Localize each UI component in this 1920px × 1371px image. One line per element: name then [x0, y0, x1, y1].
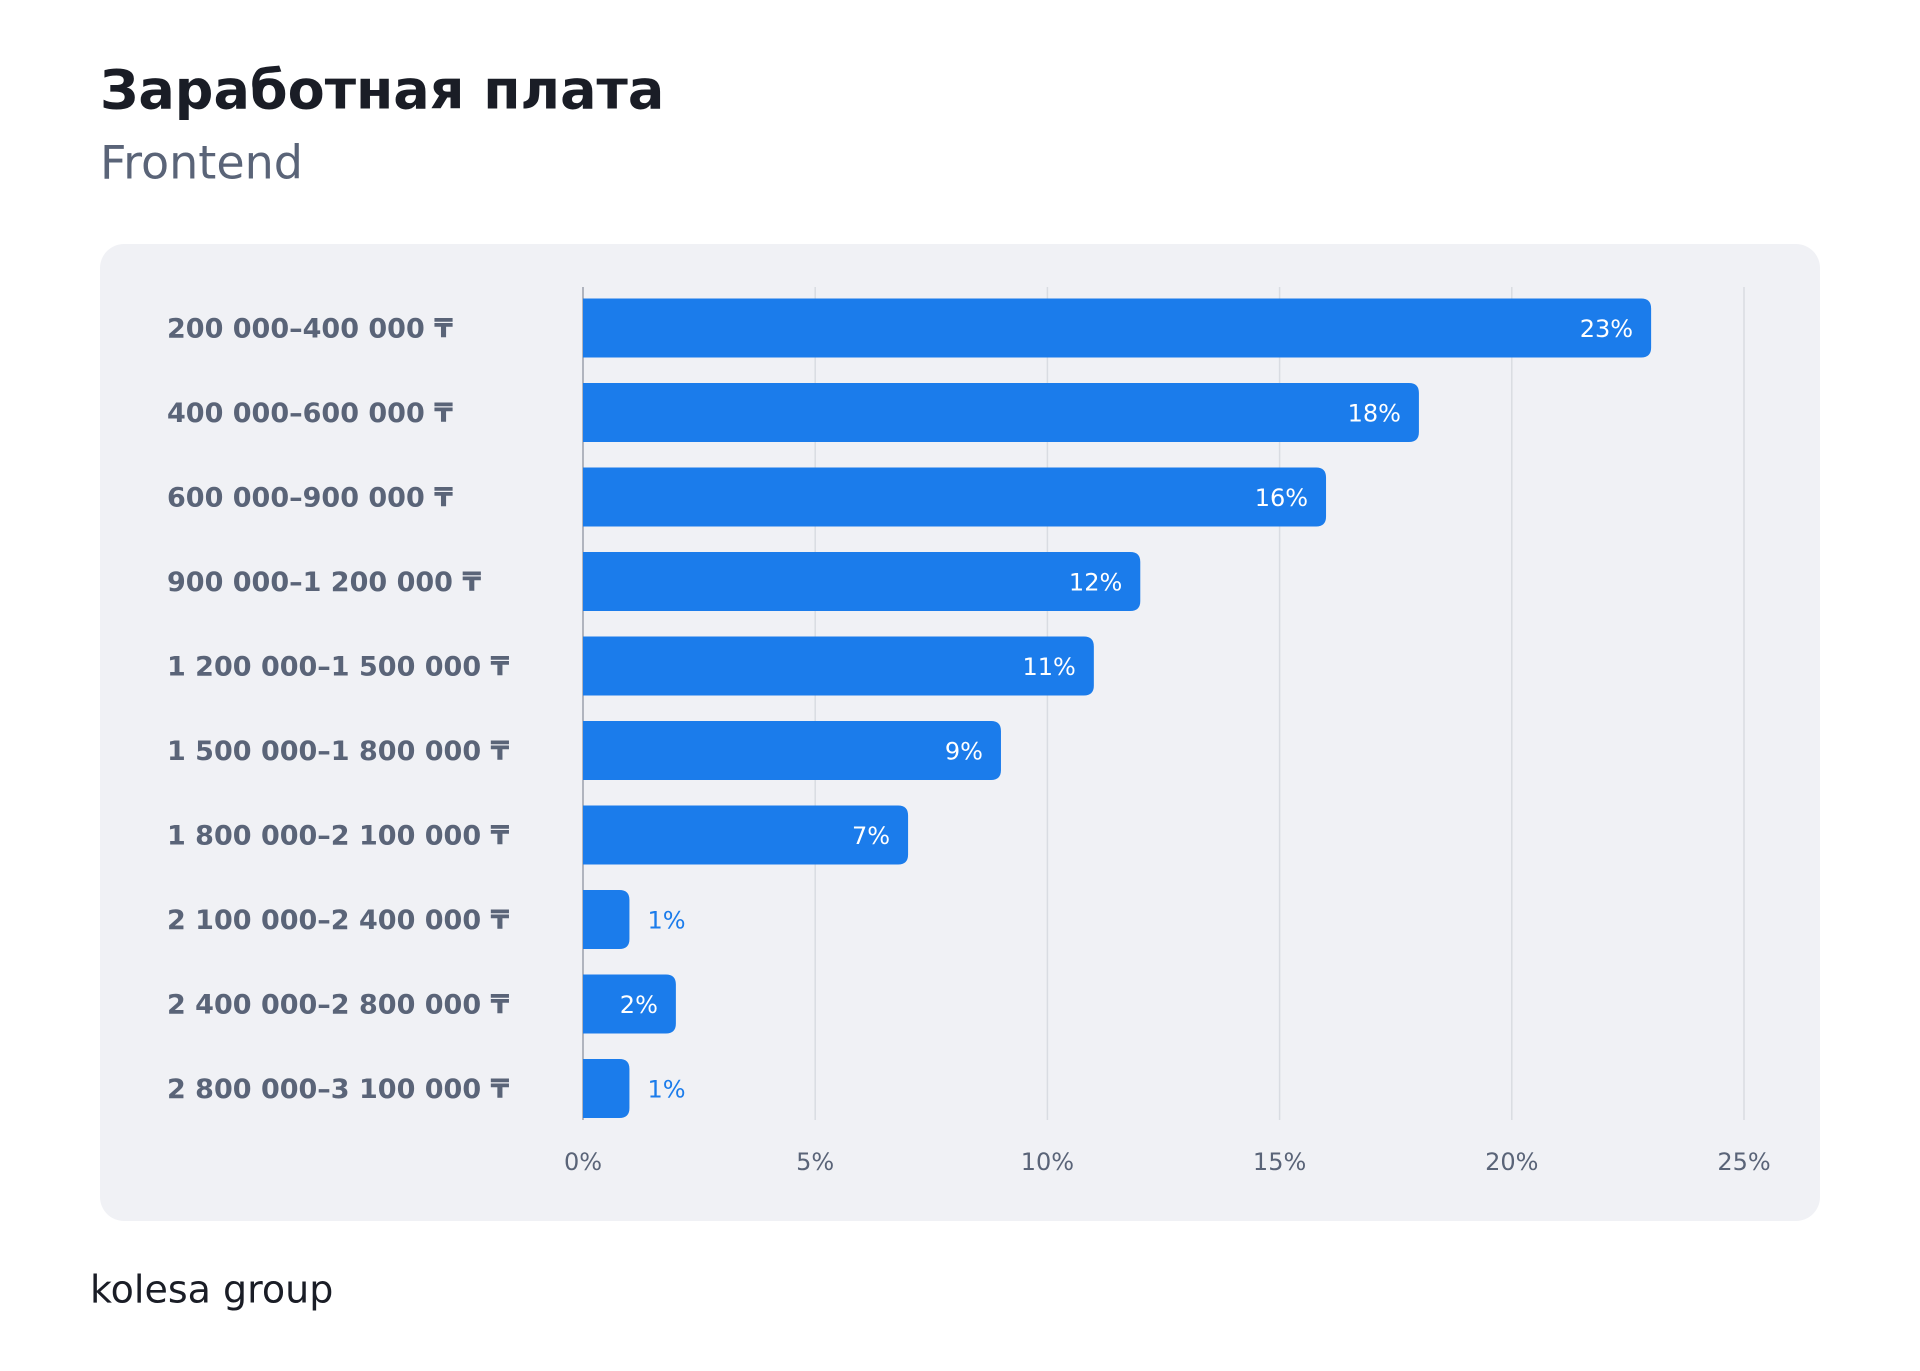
y-tick-label: 2 800 000–3 100 000 ₸: [167, 1074, 510, 1105]
data-label: 16%: [1255, 484, 1308, 512]
bar: [583, 383, 1419, 442]
x-tick-label: 5%: [796, 1148, 834, 1176]
y-tick-label: 1 800 000–2 100 000 ₸: [167, 821, 510, 852]
y-tick-label: 2 100 000–2 400 000 ₸: [167, 905, 510, 936]
bar: [583, 298, 1652, 358]
y-tick-label: 1 500 000–1 800 000 ₸: [167, 736, 510, 767]
x-tick-label: 15%: [1253, 1148, 1306, 1176]
data-label: 2%: [620, 991, 658, 1019]
chart-title: Заработная плата: [100, 59, 664, 122]
data-label: 1%: [647, 1076, 685, 1104]
y-tick-label: 600 000–900 000 ₸: [167, 483, 453, 514]
data-label: 23%: [1580, 315, 1633, 343]
x-tick-label: 10%: [1021, 1148, 1074, 1176]
brand-logo: kolesa group: [90, 1268, 333, 1312]
chart-subtitle: Frontend: [100, 136, 303, 190]
x-tick-label: 20%: [1485, 1148, 1538, 1176]
y-tick-label: 400 000–600 000 ₸: [167, 398, 453, 429]
bar: [583, 467, 1327, 527]
data-label: 9%: [945, 738, 983, 766]
bar: [583, 974, 676, 1034]
data-label: 1%: [647, 907, 685, 935]
data-label: 12%: [1069, 569, 1122, 597]
bar: [583, 721, 1001, 780]
y-tick-label: 900 000–1 200 000 ₸: [167, 567, 481, 598]
data-label: 18%: [1348, 400, 1401, 428]
y-tick-label: 200 000–400 000 ₸: [167, 314, 453, 345]
bar: [583, 805, 909, 865]
y-tick-label: 2 400 000–2 800 000 ₸: [167, 990, 510, 1021]
bar: [583, 552, 1141, 611]
bar: [583, 1059, 630, 1118]
bar: [583, 636, 1094, 696]
y-tick-label: 1 200 000–1 500 000 ₸: [167, 652, 510, 683]
data-label: 11%: [1022, 653, 1075, 681]
data-label: 7%: [852, 822, 890, 850]
x-tick-label: 0%: [564, 1148, 602, 1176]
bar: [583, 890, 630, 949]
x-tick-label: 25%: [1717, 1148, 1770, 1176]
